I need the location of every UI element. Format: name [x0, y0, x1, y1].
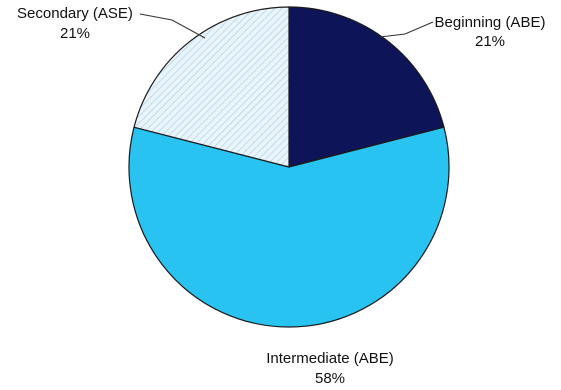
pie-slice-beginning — [288, 6, 445, 168]
slice-pct-beginning: 21% — [475, 33, 505, 50]
slice-pct-secondary: 21% — [60, 25, 90, 42]
leader-line-beginning — [379, 21, 434, 38]
pie-slice-intermediate — [128, 126, 450, 328]
slice-label-beginning: Beginning (ABE) — [435, 14, 546, 31]
slice-pct-intermediate: 58% — [315, 370, 345, 387]
slice-label-intermediate: Intermediate (ABE) — [266, 350, 394, 367]
slice-label-secondary: Secondary (ASE) — [17, 5, 133, 22]
leader-line-secondary — [139, 13, 206, 39]
pie-slice-secondary — [133, 6, 290, 168]
